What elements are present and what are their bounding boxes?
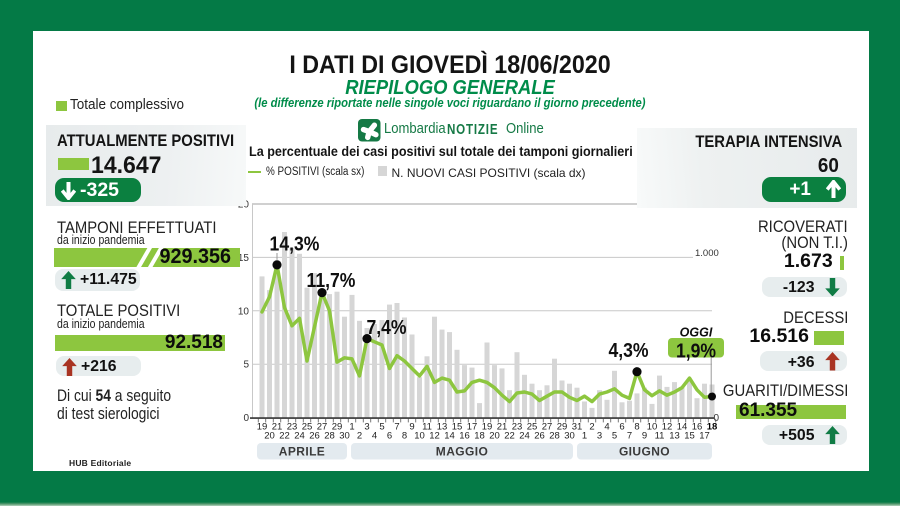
svg-text:20: 20	[264, 430, 275, 441]
svg-text:6: 6	[387, 430, 392, 441]
svg-text:11: 11	[422, 422, 432, 433]
svg-text:27: 27	[317, 422, 328, 433]
svg-text:27: 27	[542, 422, 553, 433]
svg-text:21: 21	[272, 422, 283, 433]
svg-text:1: 1	[349, 422, 354, 433]
svg-text:9: 9	[642, 430, 647, 441]
svg-text:12: 12	[429, 430, 440, 441]
svg-text:17: 17	[699, 430, 710, 441]
svg-text:15: 15	[452, 422, 463, 433]
svg-text:1.000: 1.000	[695, 248, 719, 259]
svg-text:24: 24	[294, 430, 305, 441]
svg-text:1,9%: 1,9%	[676, 340, 716, 362]
svg-text:13: 13	[669, 430, 680, 441]
svg-text:7,4%: 7,4%	[366, 316, 406, 338]
svg-text:14: 14	[444, 430, 455, 441]
svg-text:13: 13	[437, 422, 448, 433]
svg-text:22: 22	[279, 430, 290, 441]
svg-text:10: 10	[238, 306, 250, 317]
svg-text:30: 30	[564, 430, 575, 441]
svg-text:5: 5	[243, 360, 249, 371]
svg-text:6: 6	[619, 422, 624, 433]
svg-text:0: 0	[243, 413, 249, 424]
svg-text:15: 15	[238, 253, 250, 264]
svg-text:28: 28	[549, 430, 560, 441]
svg-text:29: 29	[332, 422, 343, 433]
svg-text:19: 19	[257, 422, 268, 433]
svg-text:16: 16	[692, 422, 703, 433]
svg-text:GIUGNO: GIUGNO	[619, 444, 670, 458]
svg-text:31: 31	[572, 422, 583, 433]
svg-text:8: 8	[402, 430, 407, 441]
svg-text:10: 10	[414, 430, 425, 441]
svg-text:3: 3	[597, 430, 602, 441]
svg-text:OGGI: OGGI	[680, 326, 713, 340]
svg-text:16: 16	[459, 430, 470, 441]
svg-text:28: 28	[324, 430, 335, 441]
svg-text:9: 9	[409, 422, 414, 433]
svg-text:5: 5	[612, 430, 617, 441]
svg-text:15: 15	[684, 430, 695, 441]
svg-text:MAGGIO: MAGGIO	[436, 444, 488, 458]
svg-text:4: 4	[604, 422, 609, 433]
svg-text:APRILE: APRILE	[279, 444, 325, 458]
svg-text:8: 8	[634, 422, 639, 433]
svg-text:19: 19	[482, 422, 493, 433]
svg-text:21: 21	[497, 422, 508, 433]
svg-text:18: 18	[474, 430, 485, 441]
svg-text:25: 25	[302, 422, 313, 433]
svg-text:2: 2	[589, 422, 594, 433]
svg-text:11: 11	[655, 430, 665, 441]
svg-text:22: 22	[504, 430, 515, 441]
svg-text:2: 2	[357, 430, 362, 441]
svg-text:23: 23	[287, 422, 298, 433]
svg-text:5: 5	[379, 422, 384, 433]
svg-text:18: 18	[707, 422, 718, 433]
svg-text:1: 1	[582, 430, 587, 441]
svg-text:4: 4	[372, 430, 377, 441]
svg-text:7: 7	[394, 422, 399, 433]
svg-text:12: 12	[662, 422, 673, 433]
svg-text:24: 24	[519, 430, 530, 441]
svg-text:14,3%: 14,3%	[270, 232, 320, 254]
svg-text:3: 3	[364, 422, 369, 433]
svg-text:17: 17	[467, 422, 478, 433]
svg-text:20: 20	[489, 430, 500, 441]
svg-text:14: 14	[677, 422, 688, 433]
svg-text:26: 26	[309, 430, 320, 441]
svg-text:23: 23	[512, 422, 523, 433]
svg-text:26: 26	[534, 430, 545, 441]
svg-text:30: 30	[339, 430, 350, 441]
svg-text:7: 7	[627, 430, 632, 441]
svg-text:25: 25	[527, 422, 538, 433]
svg-text:4,3%: 4,3%	[608, 339, 648, 361]
svg-text:10: 10	[647, 422, 658, 433]
svg-text:11,7%: 11,7%	[307, 269, 356, 291]
svg-text:29: 29	[557, 422, 568, 433]
svg-text:0: 0	[714, 413, 720, 424]
